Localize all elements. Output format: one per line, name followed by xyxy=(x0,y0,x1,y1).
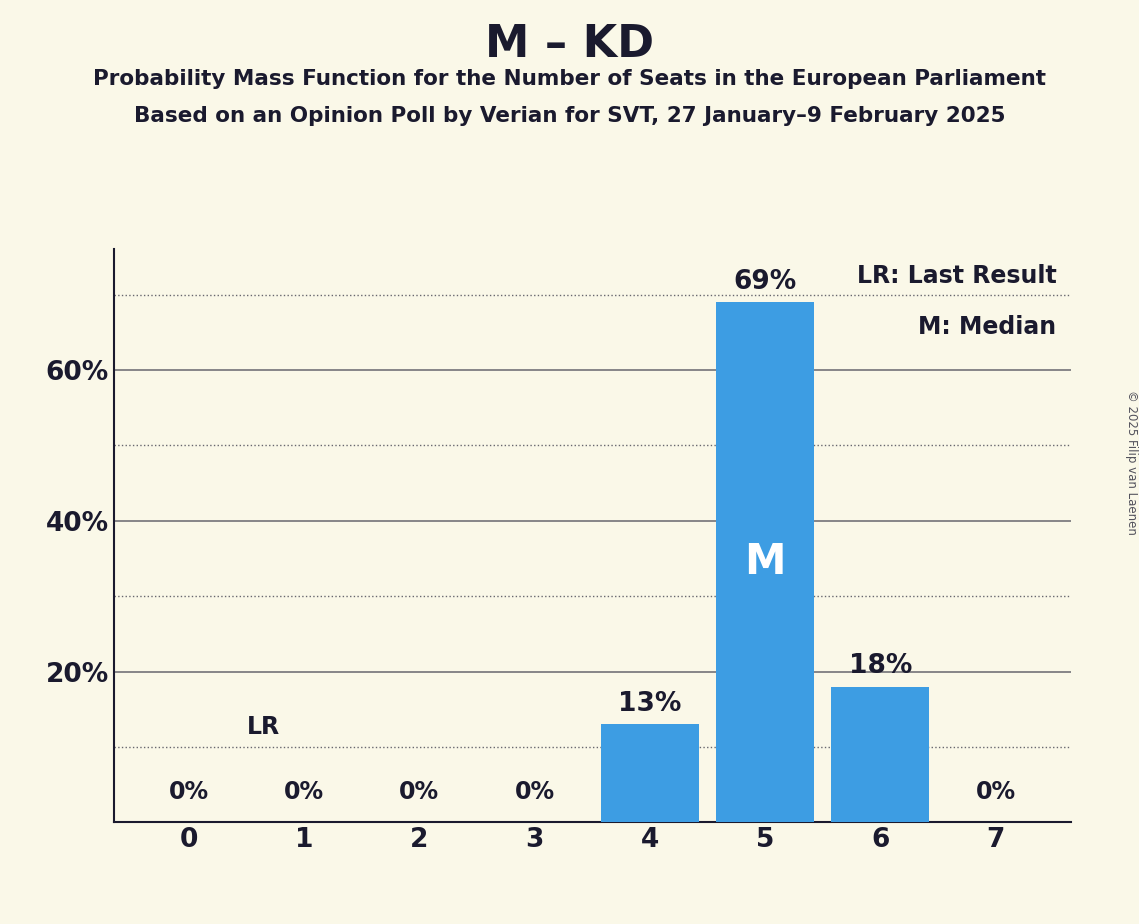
Text: 13%: 13% xyxy=(618,691,681,717)
Bar xyxy=(601,724,699,822)
Text: Probability Mass Function for the Number of Seats in the European Parliament: Probability Mass Function for the Number… xyxy=(93,69,1046,90)
Text: LR: LR xyxy=(246,715,279,739)
Text: Based on an Opinion Poll by Verian for SVT, 27 January–9 February 2025: Based on an Opinion Poll by Verian for S… xyxy=(133,106,1006,127)
Text: 0%: 0% xyxy=(400,780,440,804)
Text: 69%: 69% xyxy=(734,269,797,295)
Text: © 2025 Filip van Laenen: © 2025 Filip van Laenen xyxy=(1124,390,1138,534)
Text: 0%: 0% xyxy=(976,780,1016,804)
Text: 0%: 0% xyxy=(169,780,208,804)
Text: 0%: 0% xyxy=(284,780,325,804)
Text: 0%: 0% xyxy=(515,780,555,804)
Text: M – KD: M – KD xyxy=(485,23,654,67)
Bar xyxy=(716,302,814,822)
Text: M: Median: M: Median xyxy=(918,315,1056,339)
Text: M: M xyxy=(745,541,786,583)
Bar xyxy=(831,687,929,822)
Text: 18%: 18% xyxy=(849,653,912,679)
Text: LR: Last Result: LR: Last Result xyxy=(857,264,1056,287)
